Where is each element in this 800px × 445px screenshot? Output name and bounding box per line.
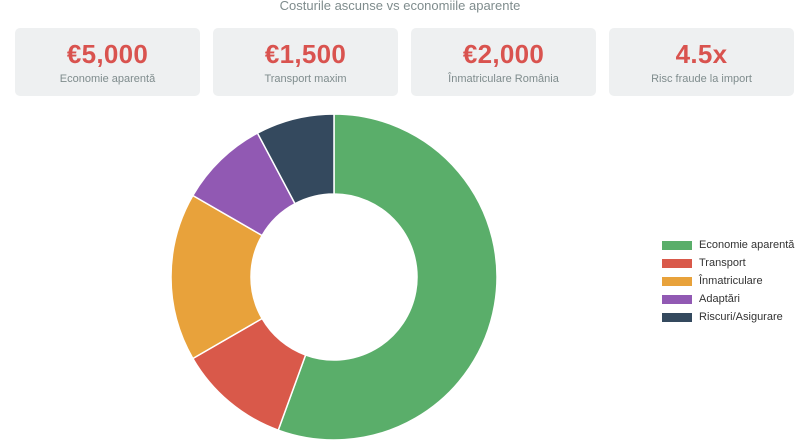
stat-cards: €5,000 Economie aparentă €1,500 Transpor… — [15, 28, 794, 96]
legend-item-1[interactable]: Transport — [662, 254, 794, 272]
donut-slice-4[interactable] — [256, 113, 335, 205]
legend-label: Riscuri/Asigurare — [699, 311, 783, 323]
stat-card-economie: €5,000 Economie aparentă — [15, 28, 200, 96]
legend-item-2[interactable]: Înmatriculare — [662, 272, 794, 290]
legend-swatch — [662, 276, 692, 286]
stat-value: 4.5x — [675, 39, 728, 69]
stat-card-transport: €1,500 Transport maxim — [213, 28, 398, 96]
chart-legend: Economie aparentă Transport Înmatriculare A… — [662, 236, 794, 326]
legend-swatch — [662, 258, 692, 268]
stat-value: €1,500 — [264, 39, 347, 69]
stat-value: €2,000 — [462, 39, 545, 69]
legend-swatch — [662, 312, 692, 322]
stat-value: €5,000 — [66, 39, 149, 69]
legend-item-4[interactable]: Riscuri/Asigurare — [662, 308, 794, 326]
stat-label: Risc fraude la import — [651, 73, 752, 85]
legend-label: Înmatriculare — [699, 275, 763, 287]
legend-item-3[interactable]: Adaptări — [662, 290, 794, 308]
chart-subtitle: Costurile ascunse vs economiile aparente — [279, 0, 521, 13]
stat-label: Economie aparentă — [59, 73, 156, 85]
stat-card-risc: 4.5x Risc fraude la import — [609, 28, 794, 96]
legend-label: Economie aparentă — [699, 239, 795, 251]
stat-label: Înmatriculare România — [448, 73, 559, 85]
legend-swatch — [662, 294, 692, 304]
stat-label: Transport maxim — [264, 73, 347, 85]
stat-card-inmatriculare: €2,000 Înmatriculare România — [411, 28, 596, 96]
donut-slice-0[interactable] — [277, 113, 498, 441]
legend-label: Transport — [699, 257, 746, 269]
legend-label: Adaptări — [699, 293, 740, 305]
legend-item-0[interactable]: Economie aparentă — [662, 236, 794, 254]
donut-slice-2[interactable] — [170, 194, 264, 360]
legend-swatch — [662, 240, 692, 250]
